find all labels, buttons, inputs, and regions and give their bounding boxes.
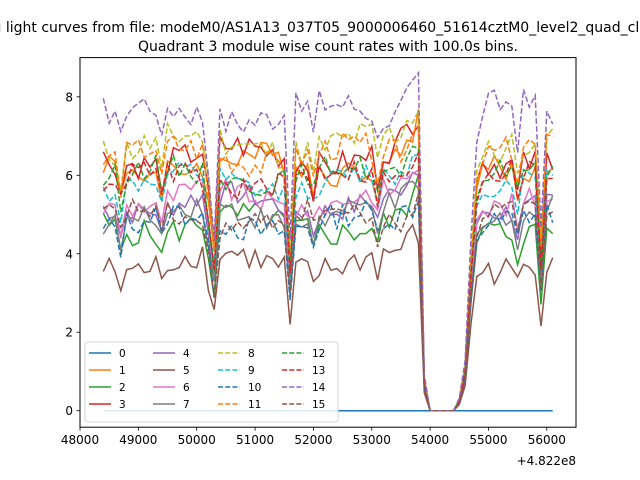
y-tick-label: 0 xyxy=(65,404,73,418)
legend-box xyxy=(84,341,339,423)
series-line-13 xyxy=(102,152,553,412)
y-tick-label: 6 xyxy=(65,169,73,183)
x-tick-label: 52000 xyxy=(294,433,332,447)
x-tick-label: 48000 xyxy=(61,433,99,447)
series-line-8 xyxy=(102,110,554,412)
legend-label-11: 11 xyxy=(248,399,261,411)
legend-label-5: 5 xyxy=(183,365,190,377)
legend-label-13: 13 xyxy=(312,365,325,377)
y-tick-label: 8 xyxy=(65,90,73,104)
x-tick-label: 56000 xyxy=(528,433,566,447)
x-tick-label: 53000 xyxy=(353,433,391,447)
series-line-10 xyxy=(102,199,554,412)
chart-title: Quadrant 3 module wise count rates with … xyxy=(138,39,518,55)
legend-label-7: 7 xyxy=(183,399,190,411)
y-tick-label: 4 xyxy=(65,247,73,261)
x-axis: 48000 49000 50000 51000 52000 53000 54000 55000… xyxy=(61,427,566,447)
x-tick-label: 50000 xyxy=(178,433,216,447)
legend-label-12: 12 xyxy=(312,348,325,360)
legend-label-8: 8 xyxy=(248,348,255,360)
plot-lines xyxy=(102,70,554,412)
y-tick-label: 2 xyxy=(65,326,73,340)
legend-label-10: 10 xyxy=(248,382,261,394)
x-tick-label: 51000 xyxy=(236,433,274,447)
axes-frame xyxy=(79,57,577,428)
legend-label-2: 2 xyxy=(119,382,126,394)
legend-label-9: 9 xyxy=(248,365,255,377)
series-line-12 xyxy=(102,145,554,412)
legend-label-6: 6 xyxy=(183,382,190,394)
x-tick-label: 49000 xyxy=(119,433,157,447)
legend-label-4: 4 xyxy=(183,348,190,360)
x-tick-label: 55000 xyxy=(469,433,507,447)
series-line-11 xyxy=(102,123,554,412)
figure-suptitle: Plotting light curves from file: modeM0/… xyxy=(0,20,640,36)
legend-label-1: 1 xyxy=(119,365,126,377)
legend-label-14: 14 xyxy=(312,382,326,394)
legend-label-3: 3 xyxy=(119,399,126,411)
legend-label-0: 0 xyxy=(119,348,126,360)
x-tick-label: 54000 xyxy=(411,433,449,447)
y-axis: 0 2 4 6 8 xyxy=(65,90,80,418)
legend-label-15: 15 xyxy=(312,399,325,411)
series-line-15 xyxy=(102,193,554,412)
x-offset-label: +4.822e8 xyxy=(517,454,576,468)
series-line-5 xyxy=(102,223,554,412)
